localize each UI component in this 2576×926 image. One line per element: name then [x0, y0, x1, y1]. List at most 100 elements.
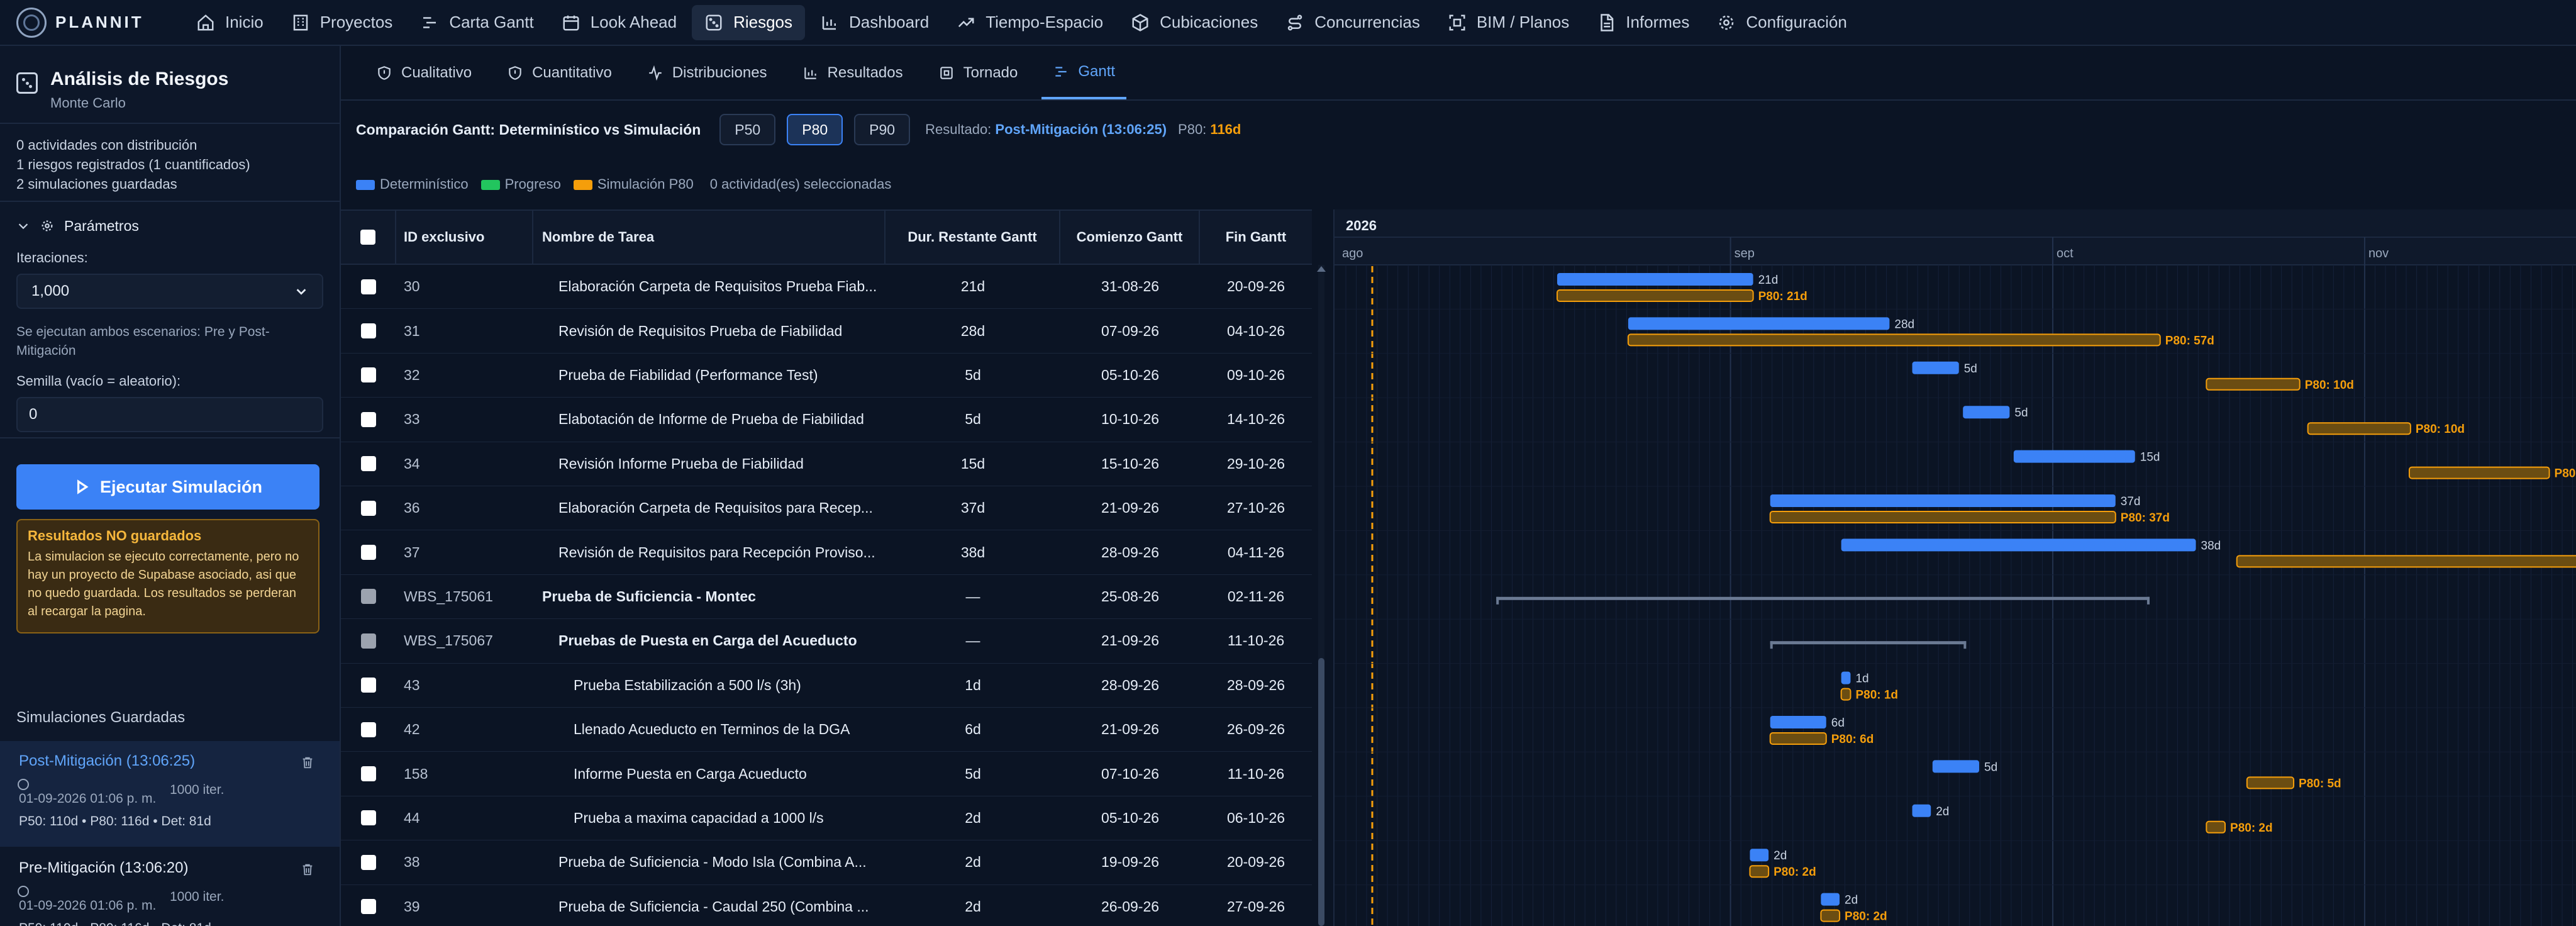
tab-cualitativo[interactable]: Cualitativo	[365, 46, 483, 99]
tab-gantt[interactable]: Gantt	[1041, 46, 1127, 99]
row-checkbox-cell	[341, 500, 396, 516]
cell-id: WBS_175067	[404, 632, 493, 649]
cell-start: 28-09-26	[1101, 676, 1160, 693]
tab-resultados[interactable]: Resultados	[791, 46, 914, 99]
table-row[interactable]: 42 Llenado Acueducto en Terminos de la D…	[341, 708, 1312, 752]
percentile-p90-button[interactable]: P90	[854, 114, 911, 145]
tab-label: Cualitativo	[401, 64, 472, 81]
table-row[interactable]: WBS_175061 Prueba de Suficiencia - Monte…	[341, 575, 1312, 620]
seed-input[interactable]: 0	[16, 397, 323, 432]
row-checkbox[interactable]	[361, 722, 376, 737]
cell-id: 42	[404, 721, 420, 738]
parameters-toggle[interactable]: Parámetros	[16, 215, 323, 237]
tab-distribuciones[interactable]: Distribuciones	[636, 46, 779, 99]
stat-risks: 1 riesgos registrados (1 cuantificados)	[16, 157, 250, 172]
nav-item-bim-planos[interactable]: BIM / Planos	[1435, 5, 1582, 40]
table-row[interactable]: 32 Prueba de Fiabilidad (Performance Tes…	[341, 354, 1312, 398]
nav-item-dashboard[interactable]: Dashboard	[808, 5, 941, 40]
row-checkbox[interactable]	[361, 545, 376, 561]
route-icon	[1287, 14, 1302, 30]
row-checkbox[interactable]	[361, 500, 376, 516]
nav-item-label: Tiempo-Espacio	[985, 13, 1104, 31]
row-checkbox[interactable]	[361, 899, 376, 915]
iterations-label: Iteraciones:	[16, 250, 88, 265]
scrollbar-thumb[interactable]	[1318, 658, 1324, 926]
row-checkbox[interactable]	[361, 411, 376, 427]
row-checkbox[interactable]	[361, 367, 376, 383]
deterministic-duration-label: 2d	[1936, 805, 1949, 818]
nav-item-proyectos[interactable]: Proyectos	[279, 5, 406, 40]
select-all-checkbox[interactable]	[360, 230, 375, 245]
legend-swatch	[480, 180, 500, 191]
header-name[interactable]: Nombre de Tarea	[533, 209, 886, 265]
trash-icon[interactable]	[301, 755, 314, 770]
nav-item-inicio[interactable]: Inicio	[184, 5, 276, 40]
cell-start: 10-10-26	[1101, 411, 1160, 428]
brand-logo[interactable]: PLANNIT	[0, 7, 184, 38]
deterministic-bar	[1770, 716, 1826, 728]
table-row[interactable]: 30 Elaboración Carpeta de Requisitos Pru…	[341, 265, 1312, 310]
bar-chart-icon	[822, 16, 836, 30]
table-row[interactable]: 36 Elaboración Carpeta de Requisitos par…	[341, 486, 1312, 531]
cell-end: 09-10-26	[1226, 366, 1285, 383]
tab-cuantitativo[interactable]: Cuantitativo	[496, 46, 623, 99]
cell-start: 31-08-26	[1101, 278, 1160, 295]
table-row[interactable]: 31 Revisión de Requisitos Prueba de Fiab…	[341, 309, 1312, 354]
deterministic-bar	[1963, 406, 2010, 419]
percentile-p50-button[interactable]: P50	[719, 114, 776, 145]
table-row[interactable]: 39 Prueba de Suficiencia - Caudal 250 (C…	[341, 885, 1312, 926]
cell-task-name: Prueba de Suficiencia - Montec	[542, 588, 756, 605]
tab-tornado[interactable]: Tornado	[927, 46, 1030, 99]
cell-task-name: Prueba de Fiabilidad (Performance Test)	[558, 366, 818, 383]
cell-start: 21-09-26	[1101, 632, 1160, 649]
table-row[interactable]: 38 Prueba de Suficiencia - Modo Isla (Co…	[341, 840, 1312, 885]
table-row[interactable]: 43 Prueba Estabilización a 500 l/s (3h) …	[341, 664, 1312, 708]
nav-item-riesgos[interactable]: Riesgos	[692, 4, 806, 40]
iterations-select[interactable]: 1,000	[16, 274, 323, 309]
nav-item-carta-gantt[interactable]: Carta Gantt	[408, 5, 546, 40]
row-checkbox[interactable]	[361, 810, 376, 826]
trash-icon[interactable]	[301, 862, 314, 877]
saved-simulation-item[interactable]: Pre-Mitigación (13:06:20) 1000 iter. 01-…	[0, 848, 340, 926]
nav-item-concurrencias[interactable]: Concurrencias	[1273, 5, 1433, 40]
table-row[interactable]: 158 Informe Puesta en Carga Acueducto 5d…	[341, 752, 1312, 796]
header-start[interactable]: Comienzo Gantt	[1060, 209, 1200, 265]
nav-item-cubicaciones[interactable]: Cubicaciones	[1118, 5, 1270, 40]
cell-end: 27-09-26	[1226, 898, 1285, 915]
document-icon	[1601, 13, 1614, 31]
header-duration[interactable]: Dur. Restante Gantt	[886, 209, 1060, 265]
cell-start: 19-09-26	[1101, 854, 1160, 871]
row-checkbox[interactable]	[361, 279, 376, 294]
percentile-p80-button[interactable]: P80	[787, 114, 843, 145]
table-row[interactable]: 34 Revisión Informe Prueba de Fiabilidad…	[341, 442, 1312, 486]
simulation-name: Post-Mitigación (13:06:25)	[19, 752, 196, 769]
nav-item-informes[interactable]: Informes	[1584, 5, 1702, 40]
dice-icon	[16, 72, 38, 94]
dice-icon	[706, 14, 722, 30]
row-checkbox[interactable]	[361, 323, 376, 339]
cell-start: 26-09-26	[1101, 898, 1160, 915]
row-checkbox[interactable]	[361, 766, 376, 782]
run-simulation-button[interactable]: Ejecutar Simulación	[16, 464, 319, 510]
row-checkbox[interactable]	[361, 589, 376, 605]
nav-item-tiempo-espacio[interactable]: Tiempo-Espacio	[944, 5, 1116, 40]
cell-start: 05-10-26	[1101, 366, 1160, 383]
table-row[interactable]: 44 Prueba a maxima capacidad a 1000 l/s …	[341, 796, 1312, 841]
nav-item-look-ahead[interactable]: Look Ahead	[549, 5, 689, 40]
header-end[interactable]: Fin Gantt	[1225, 229, 1287, 245]
table-row[interactable]: WBS_175067 Pruebas de Puesta en Carga de…	[341, 619, 1312, 664]
scroll-up-icon[interactable]	[1317, 266, 1326, 272]
row-checkbox[interactable]	[361, 678, 376, 693]
table-scrollbar[interactable]	[1317, 265, 1326, 926]
nav-item-configuraci-n[interactable]: Configuración	[1704, 5, 1859, 40]
row-checkbox[interactable]	[361, 633, 376, 649]
row-checkbox[interactable]	[361, 854, 376, 870]
saved-simulation-item[interactable]: Post-Mitigación (13:06:25) 1000 iter. 01…	[0, 741, 340, 847]
row-checkbox[interactable]	[361, 456, 376, 472]
deterministic-bar	[1912, 361, 1959, 374]
cell-end: 04-10-26	[1226, 322, 1285, 339]
table-row[interactable]: 33 Elabotación de Informe de Prueba de F…	[341, 398, 1312, 442]
table-row[interactable]: 37 Revisión de Requisitos para Recepción…	[341, 530, 1312, 575]
header-id[interactable]: ID exclusivo	[396, 209, 533, 265]
cell-duration: 37d	[960, 499, 985, 516]
